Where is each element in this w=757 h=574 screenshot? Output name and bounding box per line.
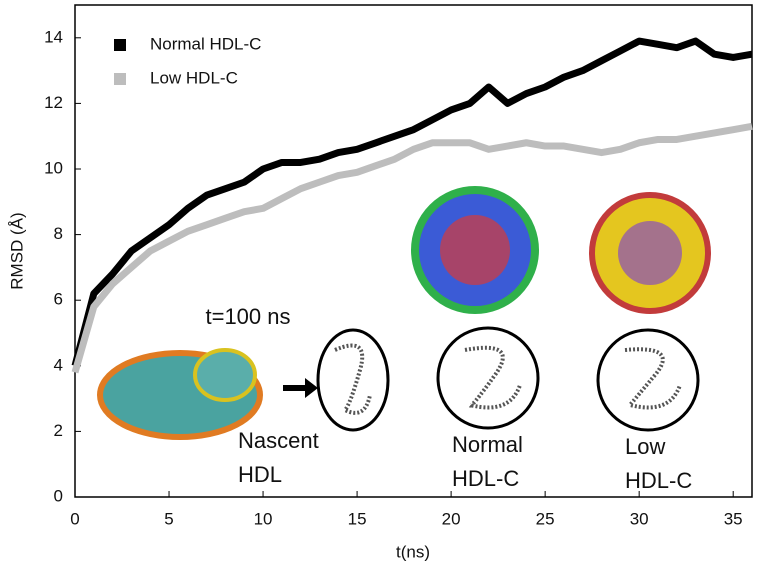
annotation: Low	[625, 434, 665, 459]
legend-label: Low HDL-C	[150, 68, 238, 87]
outline-ring	[596, 328, 700, 432]
chain-trace	[624, 347, 682, 410]
plot-frame	[74, 4, 753, 498]
outline-ring	[316, 328, 390, 432]
y-tick-label: 6	[54, 290, 63, 309]
x-tick-label: 25	[536, 509, 555, 528]
y-axis-label: RMSD (Å)	[7, 212, 26, 289]
annotation: t=100 ns	[205, 304, 290, 329]
x-tick-label: 10	[254, 509, 273, 528]
normal-core	[440, 215, 510, 285]
x-tick-label: 30	[630, 509, 649, 528]
x-tick-label: 0	[70, 509, 79, 528]
y-tick-label: 14	[44, 27, 63, 46]
y-tick-label: 8	[54, 224, 63, 243]
structure-images	[97, 186, 711, 440]
x-tick-label: 5	[164, 509, 173, 528]
y-tick-label: 12	[44, 93, 63, 112]
y-tick-label: 4	[54, 355, 63, 374]
legend-marker	[114, 39, 126, 51]
arrow	[283, 378, 318, 398]
annotation: Nascent	[238, 428, 319, 453]
outline-ring	[436, 326, 540, 430]
x-tick-label: 20	[442, 509, 461, 528]
chain-trace	[334, 343, 372, 415]
annotation: HDL-C	[625, 468, 692, 493]
annotation: HDL	[238, 462, 282, 487]
series-line	[71, 122, 753, 374]
annotation: HDL-C	[452, 466, 519, 491]
y-tick-label: 0	[54, 486, 63, 505]
x-axis-label: t(ns)	[396, 542, 430, 561]
annotation: Normal	[452, 432, 523, 457]
chain-trace	[464, 345, 522, 410]
nascent-lobe	[193, 348, 257, 402]
low-core	[618, 221, 682, 285]
legend-label: Normal HDL-C	[150, 34, 261, 53]
y-tick-label: 10	[44, 158, 63, 177]
x-tick-label: 15	[348, 509, 367, 528]
series-line	[71, 37, 753, 367]
x-tick-label: 35	[724, 509, 743, 528]
legend-marker	[114, 73, 126, 85]
y-tick-label: 2	[54, 421, 63, 440]
